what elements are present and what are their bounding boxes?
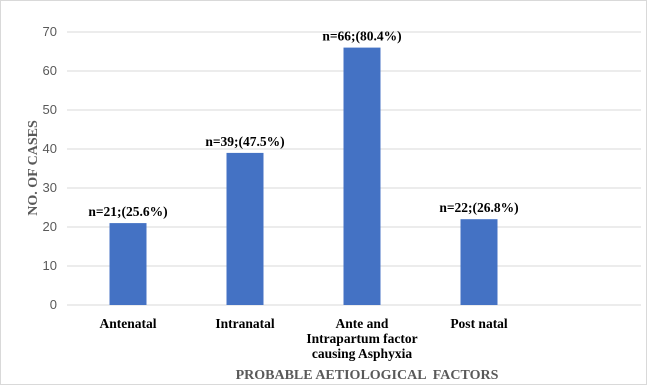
bar [460, 219, 498, 305]
x-category-label: Post natal [450, 316, 508, 331]
data-label: n=22;(26.8%) [439, 200, 518, 215]
data-label: n=39;(47.5%) [205, 134, 284, 149]
y-axis-ticks: 0 10 20 30 40 50 60 70 [43, 24, 57, 312]
y-axis-title: NO. OF CASES [26, 120, 41, 216]
data-label: n=66;(80.4%) [322, 29, 401, 44]
y-tick-label: 60 [43, 63, 57, 78]
bar [109, 223, 147, 305]
data-label: n=21;(25.6%) [88, 204, 167, 219]
x-category-label: causing Asphyxia [312, 346, 412, 361]
y-tick-label: 30 [43, 180, 57, 195]
y-tick-label: 20 [43, 219, 57, 234]
x-axis-title: PROBABLE AETIOLOGICAL FACTORS [236, 368, 499, 383]
x-category-label: Ante and [336, 316, 389, 331]
y-tick-label: 0 [50, 297, 57, 312]
bars [109, 47, 498, 305]
bar [343, 47, 381, 305]
y-tick-label: 10 [43, 258, 57, 273]
x-category-label: Antenatal [100, 316, 157, 331]
bar [226, 152, 264, 305]
data-labels: n=21;(25.6%) n=39;(47.5%) n=66;(80.4%) n=22… [88, 29, 518, 220]
y-tick-label: 40 [43, 141, 57, 156]
y-tick-label: 50 [43, 102, 57, 117]
x-category-label: Intranatal [215, 316, 275, 331]
y-tick-label: 70 [43, 24, 57, 39]
x-category-label: Intrapartum factor [306, 331, 417, 346]
